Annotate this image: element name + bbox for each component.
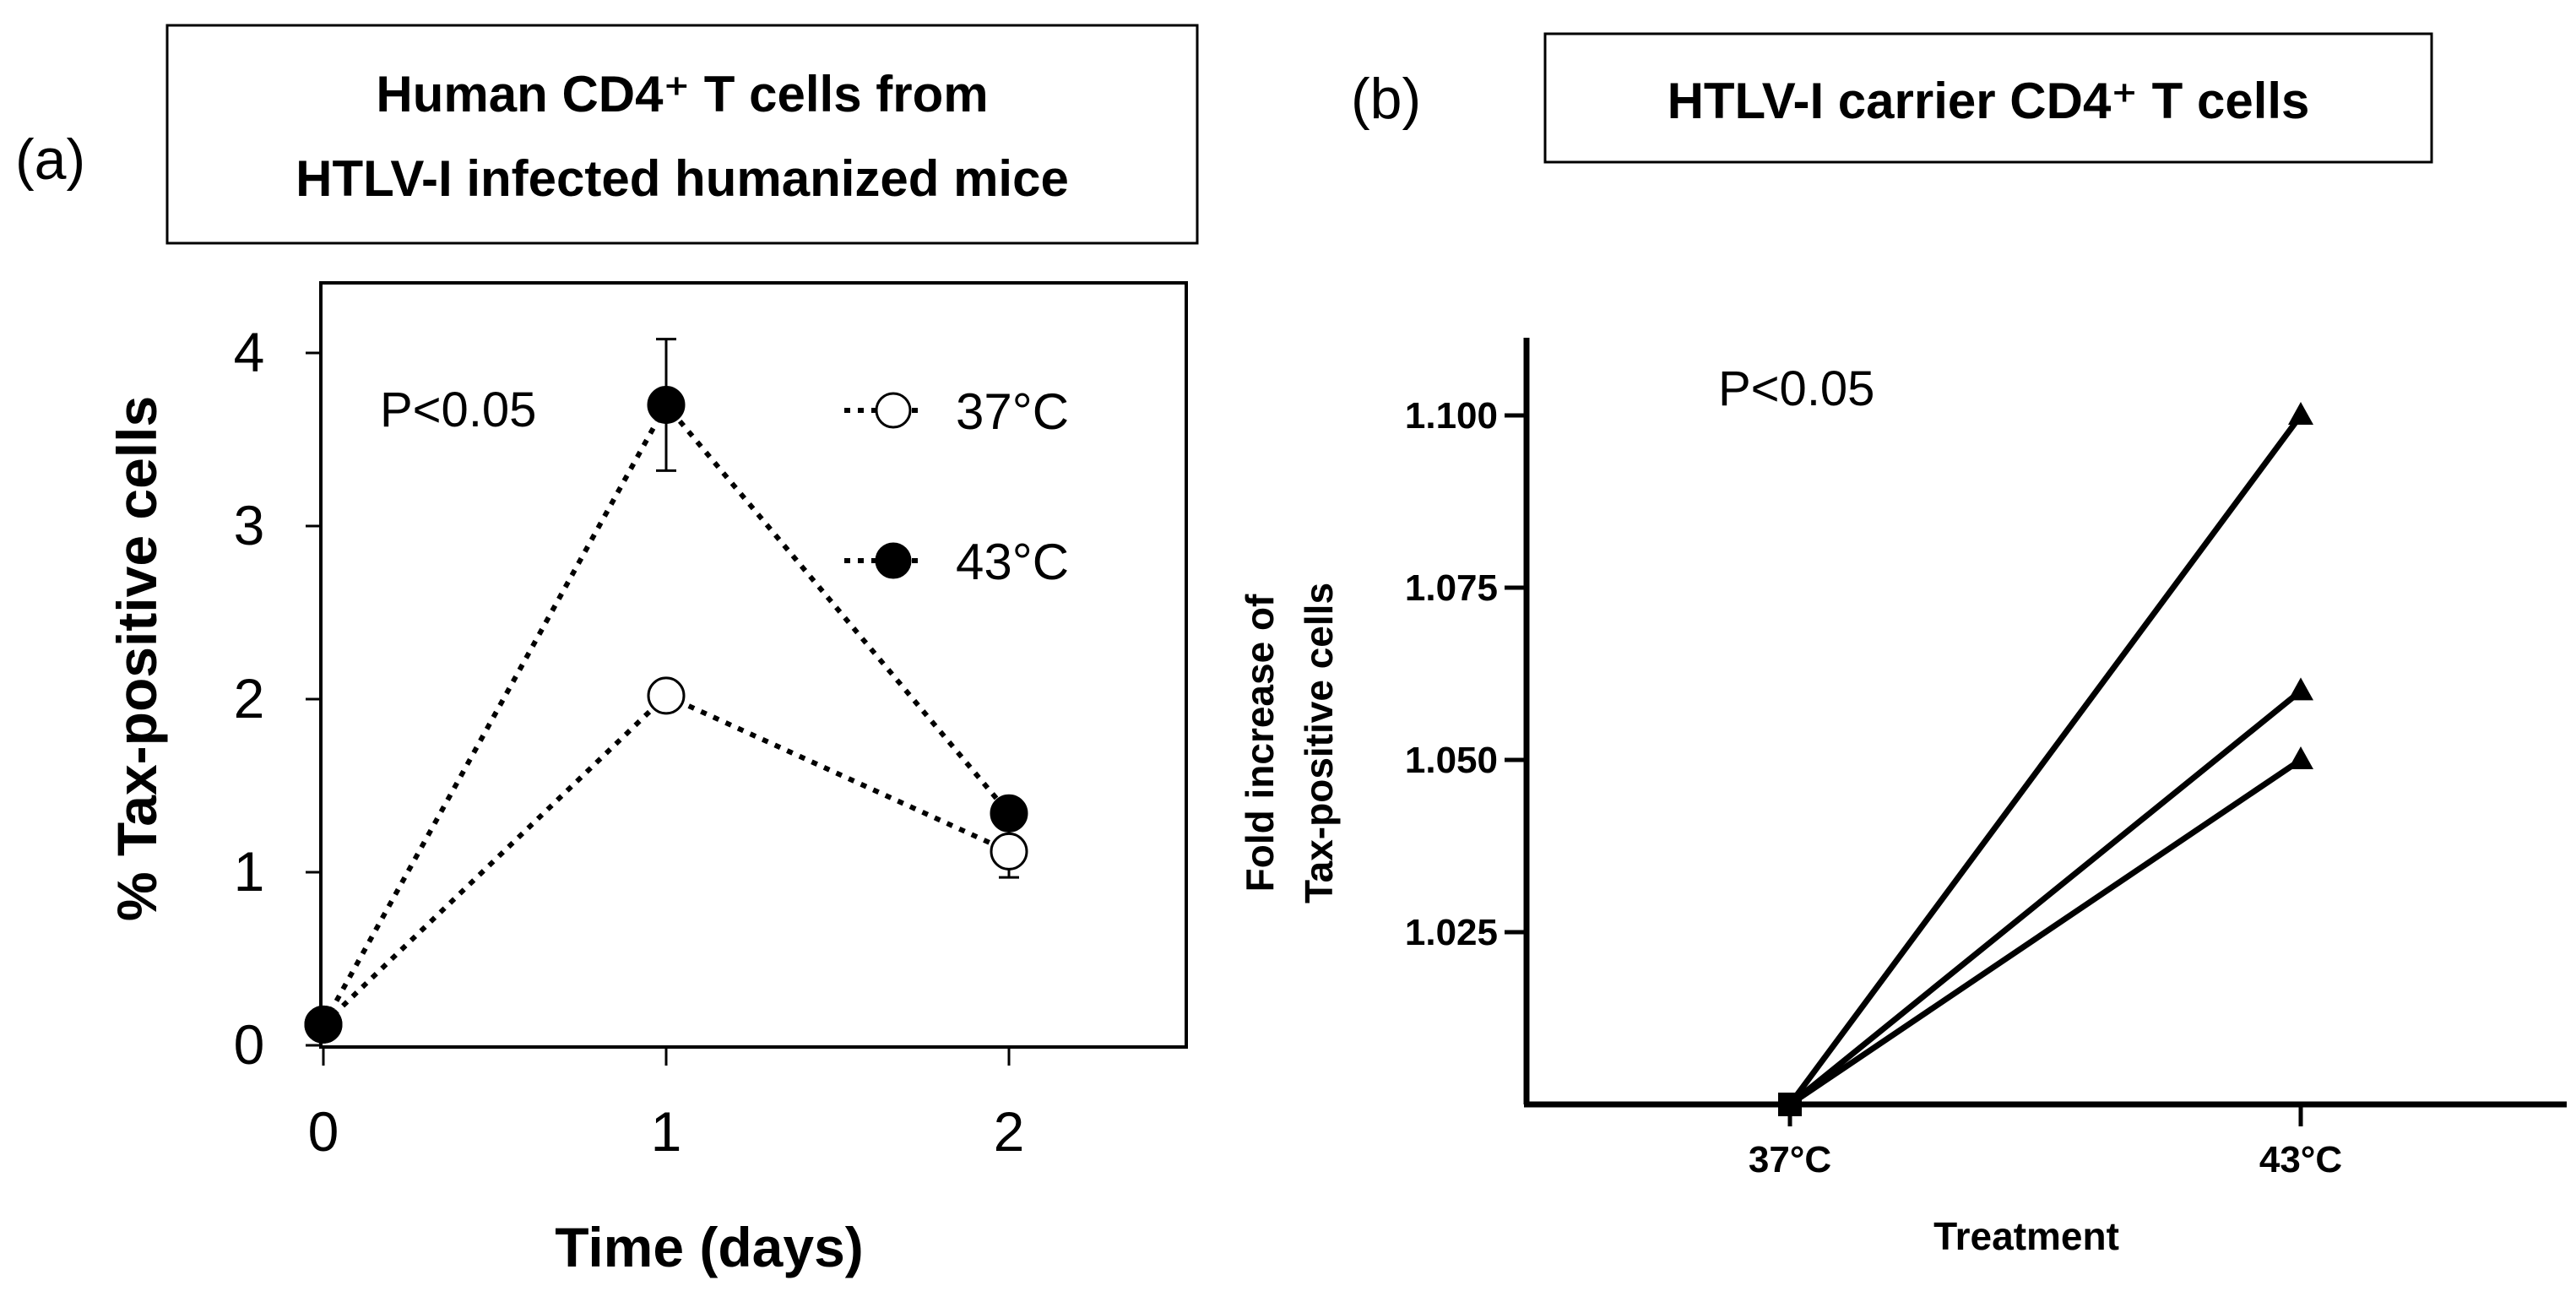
legend-37-marker-icon [875, 392, 912, 429]
chart-a-y-tick-label: 2 [234, 667, 265, 730]
chart-b-series-line [1787, 413, 2303, 1107]
chart-b-y-ticks: 1.025 1.050 1.075 1.100 [1405, 395, 1527, 953]
chart-b-y-tick-label: 1.050 [1405, 740, 1498, 781]
chart-a-y-tick-label: 1 [234, 840, 265, 903]
chart-b-y-axis-title-line1: Fold increase of [1238, 594, 1282, 892]
chart-a-y-tick-label: 3 [234, 494, 265, 556]
chart-b-x-axis-title: Treatment [1933, 1214, 2119, 1258]
panel-b-letter: (b) [1351, 67, 1421, 131]
chart-b-y-tick-label: 1.100 [1405, 395, 1498, 437]
chart-b: 1.025 1.050 1.075 1.100 37°C 43°C Fold incre… [1238, 338, 2567, 1258]
chart-a-x-ticks: 0 1 2 [308, 1047, 1025, 1163]
panel-a-title-line1: Human CD4⁺ T cells from [376, 66, 988, 122]
chart-a-y-axis-title: % Tax-positive cells [106, 396, 168, 921]
chart-b-point-37 [1778, 1093, 1802, 1116]
legend-37-label: 37°C [956, 383, 1069, 440]
chart-b-point-43 [2288, 402, 2313, 425]
panel-a-title-line2: HTLV-I infected humanized mice [296, 150, 1069, 207]
chart-a-series-line-37°C [321, 692, 1011, 1027]
chart-b-x-ticks: 37°C 43°C [1749, 1104, 2342, 1180]
panel-a-letter: (a) [15, 127, 85, 192]
chart-b-series-line [1788, 757, 2302, 1107]
chart-a: 0 1 2 3 4 0 1 2 % Tax-positive cells Time (day… [106, 281, 1188, 1278]
chart-b-y-axis-title-line2: Tax-positive cells [1297, 583, 1341, 903]
chart-a-x-tick-label: 0 [308, 1100, 339, 1163]
chart-b-y-tick-label: 1.025 [1405, 912, 1498, 953]
chart-b-point-43 [2288, 677, 2313, 701]
chart-b-series [1778, 402, 2313, 1116]
chart-a-y-ticks: 0 1 2 3 4 [234, 321, 321, 1076]
chart-a-legend: 37°C 43°C [844, 383, 1069, 590]
chart-a-point-43°C [647, 386, 686, 424]
chart-a-series-line-43°C [321, 400, 1011, 1026]
chart-b-y-tick-label: 1.075 [1405, 567, 1498, 609]
legend-43-marker-icon [875, 542, 912, 579]
chart-a-point-37°C [647, 676, 686, 715]
chart-a-x-tick-label: 1 [651, 1100, 682, 1163]
chart-a-y-tick-label: 0 [234, 1013, 265, 1076]
chart-a-point-43°C [990, 794, 1028, 833]
chart-b-series-line [1787, 688, 2303, 1107]
chart-a-y-tick-label: 4 [234, 321, 265, 383]
chart-a-x-axis-title: Time (days) [555, 1216, 864, 1278]
legend-43-label: 43°C [956, 534, 1069, 590]
chart-a-series [304, 338, 1028, 1044]
chart-b-p-value: P<0.05 [1718, 361, 1874, 416]
chart-a-frame [319, 281, 1188, 1049]
chart-a-p-value: P<0.05 [380, 382, 536, 437]
chart-b-x-tick-label: 37°C [1749, 1139, 1831, 1180]
chart-a-point-37°C [990, 832, 1028, 871]
chart-a-point-43°C [304, 1005, 343, 1044]
panel-a-title-box [165, 24, 1199, 245]
chart-b-x-tick-label: 43°C [2259, 1139, 2342, 1180]
panel-b-title: HTLV-I carrier CD4⁺ T cells [1668, 73, 2310, 129]
panel-b-title-box [1543, 32, 2433, 164]
chart-a-x-tick-label: 2 [994, 1100, 1025, 1163]
chart-b-point-43 [2288, 746, 2313, 769]
